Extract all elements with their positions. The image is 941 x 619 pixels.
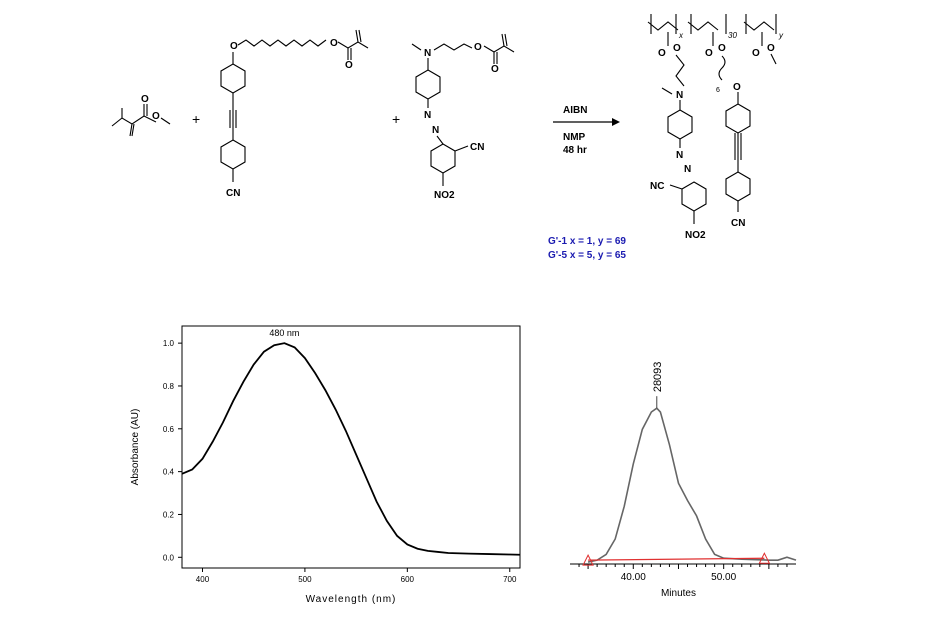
uv-y-tick-label: 1.0: [163, 339, 175, 348]
uv-x-axis-label: Wavelength (nm): [306, 594, 397, 605]
no2-label-2: NO2: [685, 230, 706, 241]
oxygen-label: O: [733, 82, 741, 93]
gpc-x-tick-label: 50.00: [711, 572, 736, 583]
uv-x-tick-label: 600: [401, 575, 415, 584]
gpc-trace-line: [587, 407, 797, 563]
uv-plot-frame: [181, 325, 521, 569]
svg-text:O: O: [658, 48, 666, 59]
azo-n-label-1: N: [424, 110, 431, 121]
svg-text:O: O: [152, 111, 160, 122]
nc-label-3: NC: [650, 181, 664, 192]
uv-y-tick-label: 0.4: [163, 468, 175, 477]
gpc-baseline-marker: [582, 554, 594, 566]
tolane-cn-monomer-structure: O CN O O: [220, 29, 369, 199]
subscript-y: y: [778, 31, 784, 40]
uv-y-tick-label: 0.8: [163, 382, 175, 391]
svg-text:O: O: [673, 43, 681, 54]
gpc-x-axis-label: Minutes: [661, 588, 696, 599]
no2-label-1: NO2: [434, 190, 455, 201]
svg-text:O: O: [345, 60, 353, 71]
amine-n-label-1: N: [424, 48, 431, 59]
amine-n-label-2: N: [676, 90, 683, 101]
uv-x-tick-label: 500: [298, 575, 312, 584]
uv-absorbance-line: [181, 342, 521, 556]
reagent-label: AIBN: [563, 105, 587, 116]
gpc-x-tick-label: 40.00: [621, 572, 646, 583]
solvent-label: NMP: [563, 132, 586, 143]
uv-x-tick-label: 400: [196, 575, 210, 584]
gpc-baseline-marker: [758, 552, 771, 564]
svg-text:O: O: [230, 41, 238, 52]
gpc-chromatogram-chart: 40.00 50.00 28093 Minutes: [570, 362, 797, 599]
polymer-legend-1: G'-1 x = 1, y = 69: [548, 236, 626, 247]
uv-vis-absorbance-chart: 400 500 600 700 0.0 0.2 0.4 0.6 0.8 1.0 480 nm Wave…: [130, 325, 521, 605]
svg-text:O: O: [330, 38, 338, 49]
uv-y-tick-label: 0.0: [163, 553, 175, 562]
azo-n-label-4: N: [684, 164, 691, 175]
uv-y-tick-label: 0.6: [163, 425, 175, 434]
plus-sign-1: +: [192, 111, 200, 127]
uv-y-tick-label: 0.2: [163, 510, 175, 519]
subscript-6: 6: [716, 87, 720, 94]
azo-n-label-2: N: [432, 125, 439, 136]
svg-text:O: O: [752, 48, 760, 59]
product-polymer-structure: x 30 y O O O O O O N N N NC NO2: [647, 14, 784, 241]
polymer-legend-2: G'-5 x = 5, y = 65: [548, 250, 626, 261]
cn-label-1: CN: [226, 188, 240, 199]
uv-y-axis-label: Absorbance (AU): [130, 409, 141, 486]
uv-peak-annotation: 480 nm: [269, 328, 299, 338]
azo-n-label-3: N: [676, 150, 683, 161]
subscript-30: 30: [728, 31, 737, 40]
cn-label-2: CN: [470, 142, 484, 153]
uv-x-tick-label: 700: [503, 575, 517, 584]
svg-text:O: O: [141, 94, 149, 105]
time-label: 48 hr: [563, 145, 587, 156]
azo-monomer-structure: N O O N N CN NO2: [411, 33, 515, 201]
svg-text:O: O: [718, 43, 726, 54]
svg-text:O: O: [474, 42, 482, 53]
cn-label-4: CN: [731, 218, 745, 229]
svg-text:O: O: [491, 64, 499, 75]
plus-sign-2: +: [392, 111, 400, 127]
gpc-baseline: [588, 557, 765, 561]
subscript-x: x: [678, 31, 684, 40]
svg-text:O: O: [705, 48, 713, 59]
svg-text:O: O: [767, 43, 775, 54]
methyl-methacrylate-structure: O O: [111, 94, 171, 137]
gpc-peak-annotation: 28093: [652, 362, 664, 393]
reaction-arrow: [553, 118, 620, 126]
reaction-scheme: O O + O CN O O + N O O: [111, 14, 784, 261]
